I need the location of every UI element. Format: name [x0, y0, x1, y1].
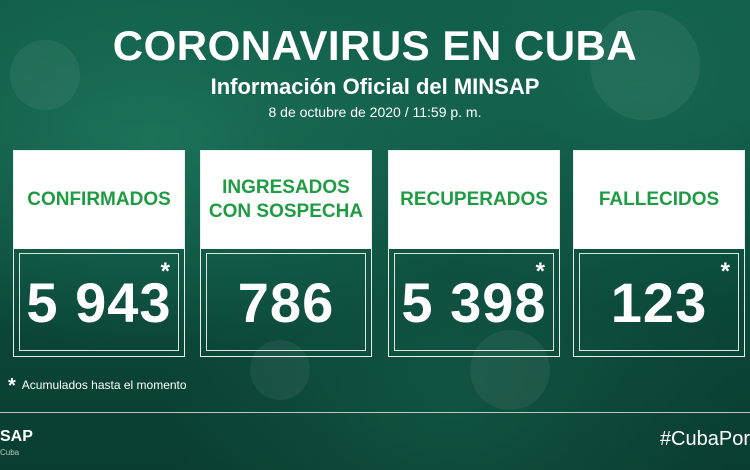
card-label: FALLECIDOS	[598, 189, 720, 210]
virus-decoration	[590, 10, 700, 120]
virus-decoration	[470, 330, 550, 410]
page-title: CORONAVIRUS EN CUBA	[112, 22, 638, 69]
card-value: 786	[237, 270, 335, 334]
card-value: 123	[610, 270, 708, 334]
card-value: 5 398	[401, 270, 547, 334]
card-confirmados: CONFIRMADOS 5 943 *	[13, 150, 185, 357]
card-value-box: 786	[206, 253, 366, 351]
footnote: * Acumulados hasta el momento	[8, 375, 187, 397]
asterisk-icon: *	[535, 258, 545, 285]
card-header: RECUPERADOS	[389, 151, 559, 249]
virus-decoration	[10, 40, 80, 110]
hashtag: #CubaPor	[659, 428, 750, 450]
card-header: CONFIRMADOS	[14, 151, 184, 249]
card-ingresados: INGRESADOS CON SOSPECHA 786	[200, 150, 372, 357]
card-label: RECUPERADOS	[400, 189, 548, 210]
card-value-box: 5 943 *	[19, 253, 179, 351]
card-header: INGRESADOS CON SOSPECHA	[201, 151, 371, 249]
asterisk-icon: *	[160, 258, 170, 285]
footer-divider	[0, 412, 750, 413]
footnote-text: Acumulados hasta el momento	[21, 378, 187, 392]
card-value: 5 943	[26, 270, 172, 334]
card-label: CONFIRMADOS	[27, 189, 171, 210]
asterisk-icon: *	[720, 258, 730, 285]
asterisk-icon: *	[8, 375, 16, 397]
card-header: FALLECIDOS	[574, 151, 744, 249]
page-subtitle: Información Oficial del MINSAP	[210, 74, 540, 99]
logo-subtext: Cuba	[0, 448, 20, 457]
card-recuperados: RECUPERADOS 5 398 *	[388, 150, 560, 357]
card-label: INGRESADOS CON SOSPECHA	[208, 177, 364, 222]
card-value-box: 5 398 *	[394, 253, 554, 351]
minsap-logo: SAP	[0, 428, 33, 445]
card-fallecidos: FALLECIDOS 123 *	[573, 150, 745, 357]
report-date: 8 de octubre de 2020 / 11:59 p. m.	[268, 104, 482, 120]
card-value-box: 123 *	[579, 253, 739, 351]
